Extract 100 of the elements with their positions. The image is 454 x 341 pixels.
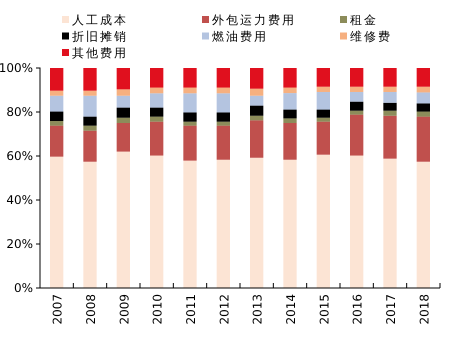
bar xyxy=(250,88,264,96)
bar xyxy=(250,106,264,116)
bar xyxy=(150,156,164,288)
bar xyxy=(383,158,397,288)
x-tick-label: 2017 xyxy=(384,294,398,325)
bar xyxy=(150,116,164,122)
y-tick-label: 40% xyxy=(6,192,33,207)
legend-label: 人工成本 xyxy=(72,13,128,27)
bar xyxy=(350,68,364,87)
bar xyxy=(116,152,130,288)
bar xyxy=(250,120,264,158)
bar xyxy=(183,112,197,122)
bar xyxy=(316,118,330,122)
bar xyxy=(216,126,230,160)
bar xyxy=(283,118,297,123)
bar xyxy=(83,68,97,91)
bar xyxy=(116,123,130,152)
bar xyxy=(183,122,197,126)
x-tick-label: 2015 xyxy=(317,294,332,325)
bar xyxy=(150,88,164,94)
bar xyxy=(416,92,430,104)
bar xyxy=(283,123,297,160)
bar xyxy=(316,154,330,288)
bar xyxy=(50,68,64,91)
bar xyxy=(350,92,364,102)
bar xyxy=(283,110,297,118)
bar xyxy=(383,92,397,103)
bar xyxy=(150,108,164,117)
y-tick-label: 100% xyxy=(0,60,33,75)
bar xyxy=(383,86,397,92)
legend-label: 维修费 xyxy=(350,30,392,44)
bar xyxy=(83,90,97,96)
bar xyxy=(250,158,264,288)
bar xyxy=(83,96,97,117)
bar xyxy=(283,68,297,88)
bar xyxy=(116,96,130,108)
bar xyxy=(216,160,230,288)
bar xyxy=(116,118,130,123)
x-tick-label: 2008 xyxy=(84,294,98,325)
legend-label: 外包运力费用 xyxy=(212,13,296,27)
bar xyxy=(316,92,330,110)
x-tick-label: 2007 xyxy=(50,294,65,325)
bar xyxy=(350,156,364,288)
bar xyxy=(350,102,364,111)
y-tick-label: 0% xyxy=(14,280,33,295)
bar xyxy=(183,126,197,161)
bar xyxy=(183,68,197,88)
y-tick-label: 60% xyxy=(6,148,33,163)
bar xyxy=(216,68,230,88)
bar xyxy=(283,93,297,110)
bar xyxy=(50,156,64,288)
bar xyxy=(350,114,364,156)
bar xyxy=(250,68,264,89)
bar xyxy=(250,96,264,106)
bar xyxy=(416,86,430,92)
bar xyxy=(83,130,97,162)
legend-label: 折旧摊销 xyxy=(72,30,128,44)
bar xyxy=(283,160,297,288)
bar xyxy=(383,110,397,116)
bar xyxy=(216,112,230,122)
bar xyxy=(383,68,397,87)
bar xyxy=(50,121,64,126)
bar xyxy=(83,116,97,126)
bar xyxy=(316,122,330,155)
x-tick-label: 2018 xyxy=(417,294,432,325)
bar xyxy=(416,68,430,87)
bar xyxy=(50,90,64,96)
bar xyxy=(216,93,230,112)
bar xyxy=(50,126,64,157)
bar xyxy=(83,126,97,131)
bar xyxy=(316,68,330,87)
x-tick-label: 2013 xyxy=(250,294,265,325)
bar xyxy=(383,102,397,111)
bar xyxy=(250,116,264,120)
x-tick-label: 2010 xyxy=(150,294,165,325)
bar xyxy=(416,116,430,162)
bar xyxy=(350,110,364,115)
x-tick-label: 2014 xyxy=(284,294,298,325)
x-tick-label: 2012 xyxy=(217,294,232,325)
y-tick-label: 20% xyxy=(6,236,33,251)
bar xyxy=(116,89,130,96)
bar xyxy=(416,103,430,112)
x-tick-label: 2016 xyxy=(350,294,365,325)
bar xyxy=(216,122,230,126)
bar xyxy=(183,88,197,94)
bar xyxy=(350,86,364,92)
bar xyxy=(383,116,397,159)
y-tick-label: 80% xyxy=(6,104,33,119)
bar xyxy=(116,68,130,90)
bar xyxy=(416,112,430,117)
bar xyxy=(416,162,430,288)
bar xyxy=(116,108,130,118)
bar xyxy=(150,68,164,88)
bar xyxy=(316,110,330,118)
x-tick-label: 2009 xyxy=(117,294,132,325)
legend-label: 租金 xyxy=(350,13,378,27)
bar xyxy=(150,122,164,156)
bar xyxy=(50,96,64,112)
bar xyxy=(183,160,197,288)
legend-label: 其他费用 xyxy=(72,46,128,60)
